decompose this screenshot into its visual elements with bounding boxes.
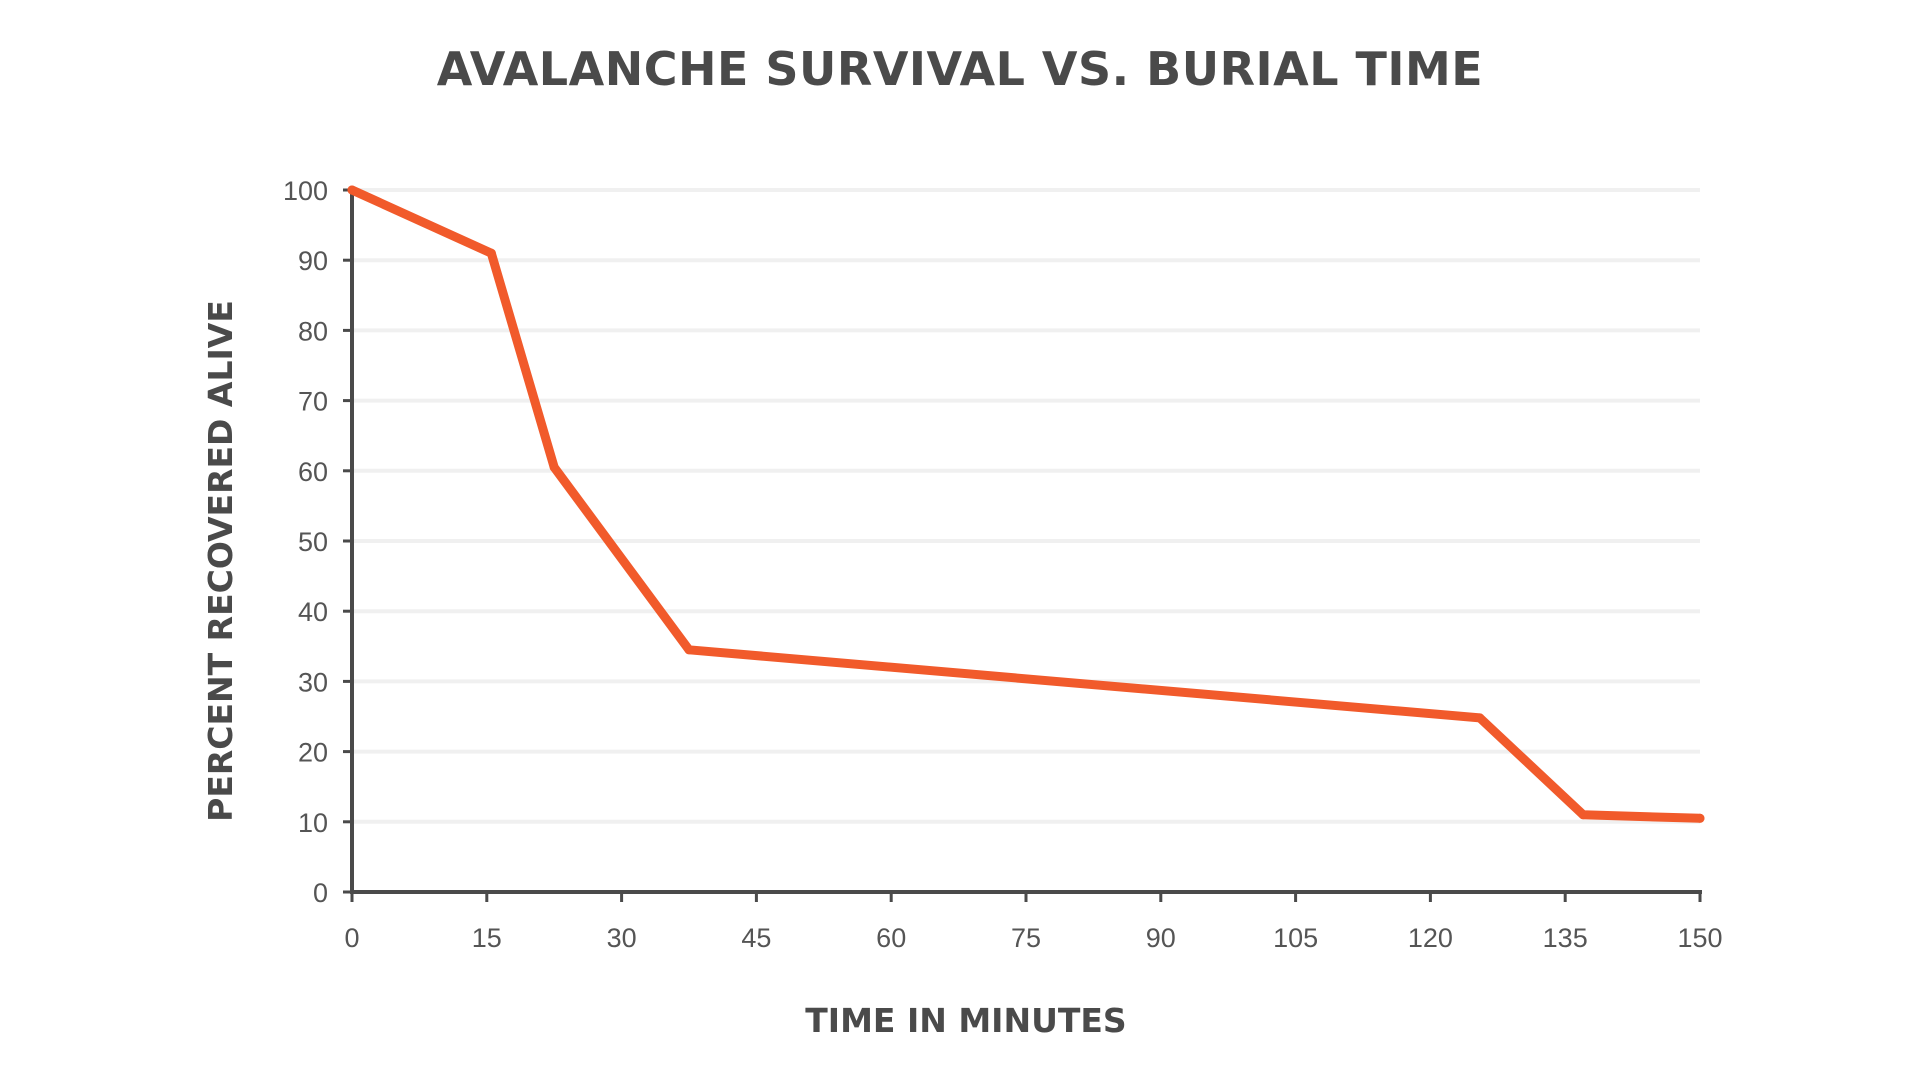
x-axis-title: TIME IN MINUTES: [805, 1001, 1126, 1040]
y-tick-label-10: 10: [298, 808, 328, 838]
x-ticks: 0 15 30 45 60 75 90 105 120 135 150: [344, 892, 1723, 953]
y-tick-label-80: 80: [298, 316, 328, 346]
y-tick-label-30: 30: [298, 667, 328, 697]
y-tick-label-50: 50: [298, 527, 328, 557]
series-layer: [347, 185, 1705, 823]
x-tick-label-15: 15: [472, 923, 502, 953]
data-point-0-5: [1578, 810, 1588, 820]
data-point-0-3: [684, 645, 694, 655]
y-ticks: 0 10 20 30 40 50 60 70 80 90 100: [283, 176, 352, 908]
y-axis-title: PERCENT RECOVERED ALIVE: [201, 300, 240, 822]
x-tick-label-150: 150: [1677, 923, 1722, 953]
x-tick-label-120: 120: [1408, 923, 1453, 953]
y-tick-label-40: 40: [298, 597, 328, 627]
data-point-0-6: [1695, 813, 1705, 823]
x-tick-label-0: 0: [344, 923, 359, 953]
x-tick-label-60: 60: [876, 923, 906, 953]
x-tick-label-90: 90: [1146, 923, 1176, 953]
data-point-0-2: [549, 462, 559, 472]
grid-lines: [352, 188, 1700, 824]
y-tick-label-60: 60: [298, 457, 328, 487]
x-tick-label-75: 75: [1011, 923, 1041, 953]
series-line-0: [347, 185, 1705, 823]
y-tick-label-20: 20: [298, 738, 328, 768]
data-point-0-4: [1475, 713, 1485, 723]
y-tick-label-90: 90: [298, 246, 328, 276]
x-tick-label-45: 45: [741, 923, 771, 953]
x-tick-label-30: 30: [607, 923, 637, 953]
chart-title: AVALANCHE SURVIVAL VS. BURIAL TIME: [436, 42, 1484, 96]
x-tick-label-135: 135: [1543, 923, 1588, 953]
x-tick-label-105: 105: [1273, 923, 1318, 953]
data-point-0-0: [347, 185, 357, 195]
y-tick-label-0: 0: [313, 878, 328, 908]
y-tick-label-100: 100: [283, 176, 328, 206]
y-tick-label-70: 70: [298, 387, 328, 417]
data-point-0-1: [486, 248, 496, 258]
